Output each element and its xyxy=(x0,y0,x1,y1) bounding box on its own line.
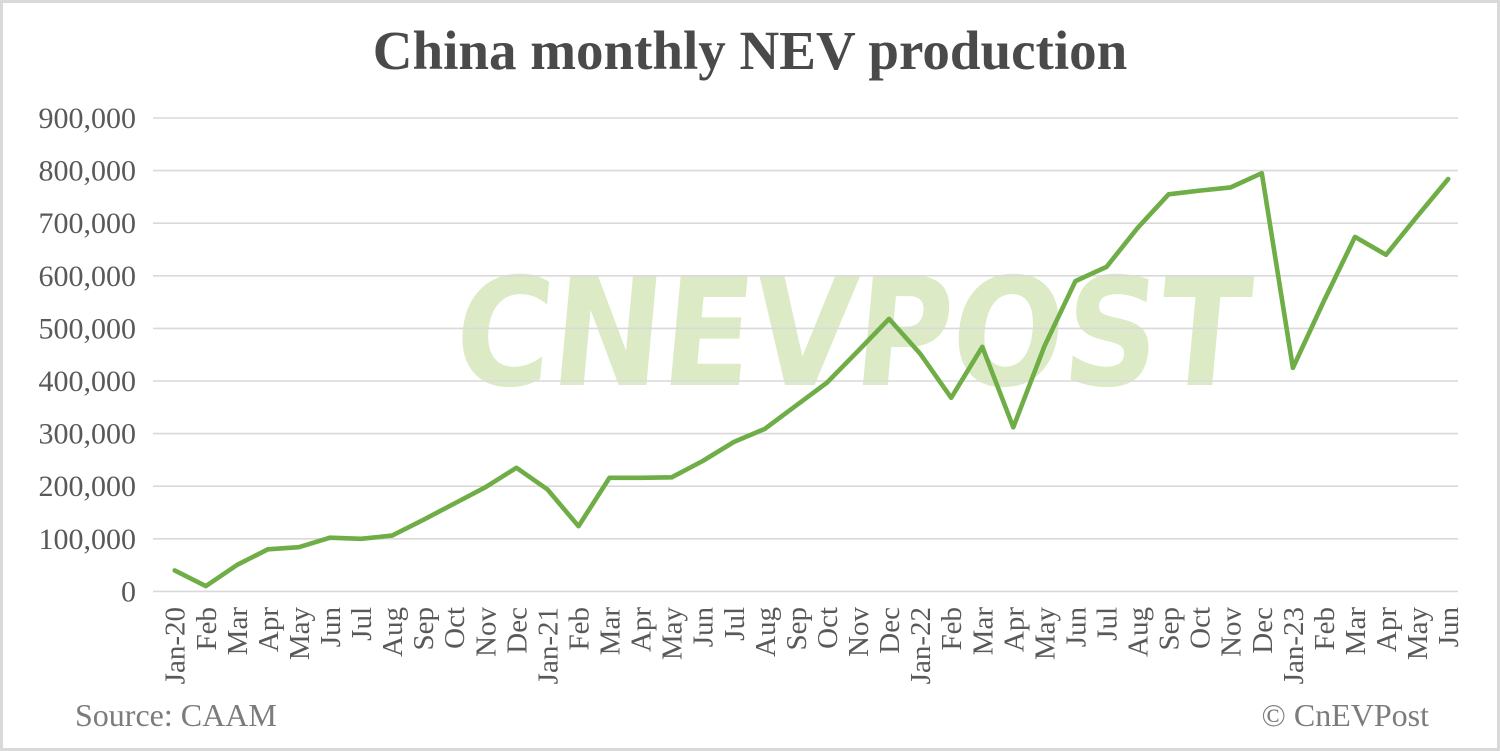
x-axis-label: Oct xyxy=(1185,607,1217,649)
x-axis-label: Feb xyxy=(563,607,595,651)
x-axis-label: Aug xyxy=(750,607,782,657)
chart-title: China monthly NEV production xyxy=(372,20,1128,81)
y-axis-label: 700,000 xyxy=(39,207,137,240)
x-axis-label: Apr xyxy=(626,607,658,652)
x-axis-label: Nov xyxy=(470,607,502,657)
x-axis-label: Mar xyxy=(967,607,999,656)
x-axis-label: Sep xyxy=(408,607,440,651)
x-axis-label: Apr xyxy=(998,607,1030,652)
x-axis-label: Dec xyxy=(874,607,906,654)
x-axis-label: Sep xyxy=(1154,607,1186,651)
x-axis-label: Dec xyxy=(1247,607,1279,654)
x-axis-label: Jan-22 xyxy=(905,607,937,684)
x-axis-label: Jan-23 xyxy=(1278,607,1310,684)
x-axis-label: May xyxy=(284,607,316,661)
x-axis-label: Dec xyxy=(501,607,533,654)
x-axis-label: Feb xyxy=(191,607,223,651)
x-axis-label: May xyxy=(1402,607,1434,661)
x-axis-label: Oct xyxy=(812,607,844,649)
x-axis-label: Jan-20 xyxy=(160,607,192,684)
x-axis-label: Jun xyxy=(1060,607,1092,648)
x-axis-label: Mar xyxy=(1340,607,1372,656)
x-axis-label: Apr xyxy=(253,607,285,652)
x-axis-label: Sep xyxy=(781,607,813,651)
x-axis-label: Jul xyxy=(719,607,751,641)
x-axis-label: Nov xyxy=(1216,607,1248,657)
y-axis-label: 800,000 xyxy=(39,155,137,188)
y-axis-label: 400,000 xyxy=(39,365,137,398)
y-axis-label: 200,000 xyxy=(39,470,137,503)
x-axis-label: Aug xyxy=(377,607,409,657)
x-axis-label: Feb xyxy=(936,607,968,651)
x-axis-label: Apr xyxy=(1371,607,1403,652)
x-axis-label: Jan-21 xyxy=(532,607,564,684)
x-axis-label: May xyxy=(1029,607,1061,661)
x-axis-label: Mar xyxy=(222,607,254,656)
x-axis-label: Aug xyxy=(1123,607,1155,657)
copyright-label: © CnEVPost xyxy=(1261,697,1429,733)
x-axis-label: Nov xyxy=(843,607,875,657)
source-label: Source: CAAM xyxy=(75,697,277,733)
x-axis-label: May xyxy=(657,607,689,661)
x-axis-label: Jun xyxy=(315,607,347,648)
nev-production-line xyxy=(172,170,1451,589)
y-axis-label: 300,000 xyxy=(39,418,137,451)
y-axis-label: 0 xyxy=(121,575,136,608)
cnevpost-watermark: CNEVPOST xyxy=(448,247,1258,421)
x-axis-label: Jun xyxy=(1433,607,1465,648)
x-axis-label: Jun xyxy=(688,607,720,648)
y-axis-label: 500,000 xyxy=(39,312,137,345)
nev-production-line-chart: CNEVPOST 0 100,000 200,000 300,000 400,000 500… xyxy=(39,102,1466,684)
x-axis-label: Oct xyxy=(439,607,471,649)
x-axis-label: Feb xyxy=(1309,607,1341,651)
y-axis-label: 900,000 xyxy=(39,102,137,135)
x-axis-label: Mar xyxy=(595,607,627,656)
y-axis-label: 600,000 xyxy=(39,260,137,293)
y-axis-label: 100,000 xyxy=(39,523,137,556)
x-axis-label: Jul xyxy=(1092,607,1124,641)
x-axis-label: Jul xyxy=(346,607,378,641)
